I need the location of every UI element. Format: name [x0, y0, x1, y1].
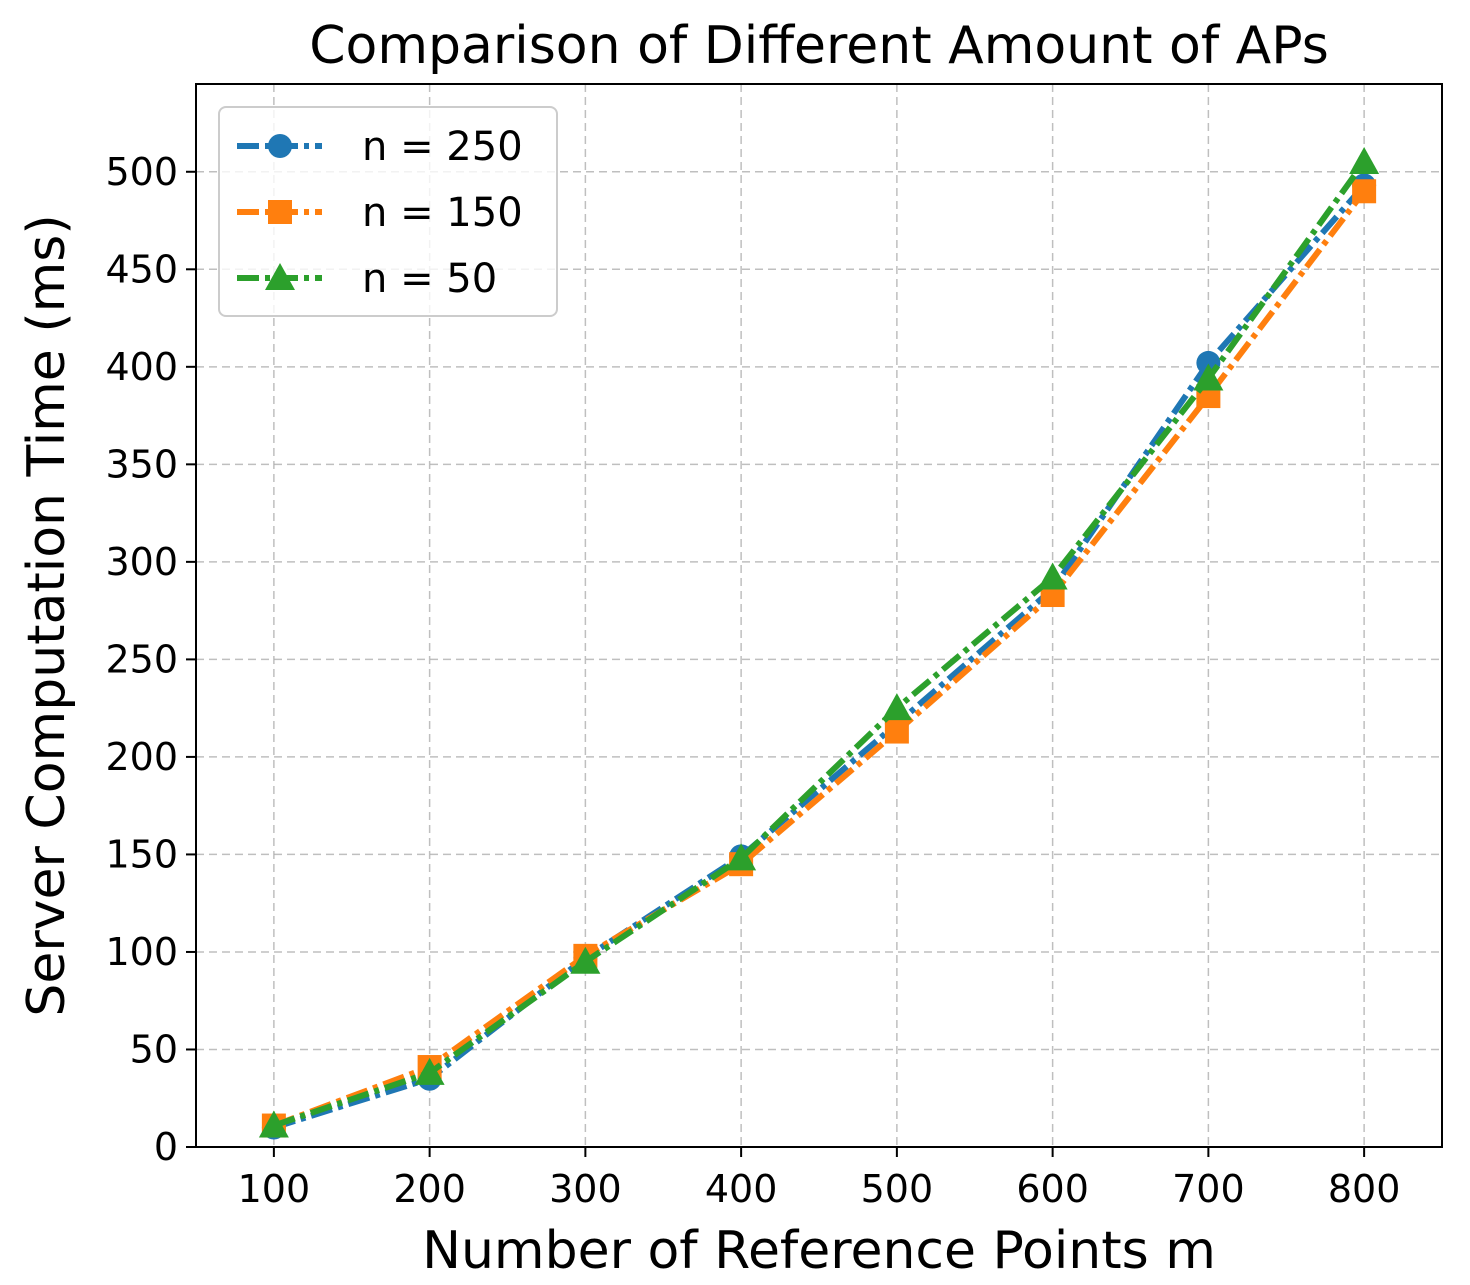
- data-point-triangle: [258, 1110, 289, 1138]
- x-tick-label: 800: [1328, 1167, 1401, 1211]
- series-n-50: [258, 147, 1380, 1138]
- x-tick-label: 300: [549, 1167, 622, 1211]
- legend-entry: n = 150: [237, 190, 523, 236]
- x-axis-ticks: 100 200 300 400 500 600 700 800: [238, 1147, 1401, 1211]
- data-point-square: [1352, 179, 1377, 204]
- data-point-square: [268, 200, 292, 224]
- x-tick-label: 600: [1016, 1167, 1089, 1211]
- y-tick-label: 400: [105, 345, 178, 389]
- y-tick-label: 300: [105, 540, 178, 584]
- data-point-triangle: [1037, 562, 1068, 590]
- x-axis-label: Number of Reference Points m: [422, 1221, 1216, 1281]
- data-point-triangle: [1349, 147, 1380, 175]
- y-tick-label: 500: [105, 150, 178, 194]
- legend-label: n = 150: [362, 190, 523, 236]
- data-point-circle: [268, 134, 292, 158]
- x-tick-label: 200: [393, 1167, 466, 1211]
- x-tick-label: 100: [238, 1167, 311, 1211]
- x-tick-label: 400: [705, 1167, 778, 1211]
- chart-title: Comparison of Different Amount of APs: [309, 16, 1329, 76]
- plot-area-frame: [195, 83, 1443, 1148]
- series-group: [258, 147, 1380, 1140]
- y-tick-label: 100: [105, 930, 178, 974]
- y-axis-label: Server Computation Time (ms): [17, 214, 77, 1016]
- data-point-triangle: [881, 693, 912, 721]
- y-tick-label: 150: [105, 832, 178, 876]
- data-point-triangle: [265, 263, 295, 290]
- legend-entry: n = 50: [237, 256, 497, 302]
- data-point-triangle: [570, 946, 601, 974]
- y-tick-label: 50: [130, 1027, 178, 1071]
- data-point-triangle: [414, 1057, 445, 1085]
- series-line: [272, 160, 1367, 1129]
- y-tick-label: 0: [154, 1125, 178, 1169]
- legend-entry: n = 250: [237, 124, 523, 170]
- data-point-square: [884, 719, 909, 744]
- series-line: [272, 189, 1367, 1129]
- legend-frame: [218, 106, 558, 317]
- y-tick-label: 350: [105, 442, 178, 486]
- y-axis-ticks: 0 50 100 150 200 250 300 350 400 450 500: [105, 150, 196, 1169]
- data-point-triangle: [1193, 363, 1224, 391]
- y-tick-label: 450: [105, 247, 178, 291]
- x-tick-label: 500: [861, 1167, 934, 1211]
- series-line: [272, 183, 1367, 1131]
- x-tick-label: 700: [1172, 1167, 1245, 1211]
- legend-label: n = 50: [362, 256, 497, 302]
- legend-label: n = 250: [362, 124, 523, 170]
- y-tick-label: 200: [105, 735, 178, 779]
- data-point-triangle: [726, 843, 757, 871]
- legend: n = 250 n = 150 n = 50: [218, 106, 558, 317]
- y-tick-label: 250: [105, 637, 178, 681]
